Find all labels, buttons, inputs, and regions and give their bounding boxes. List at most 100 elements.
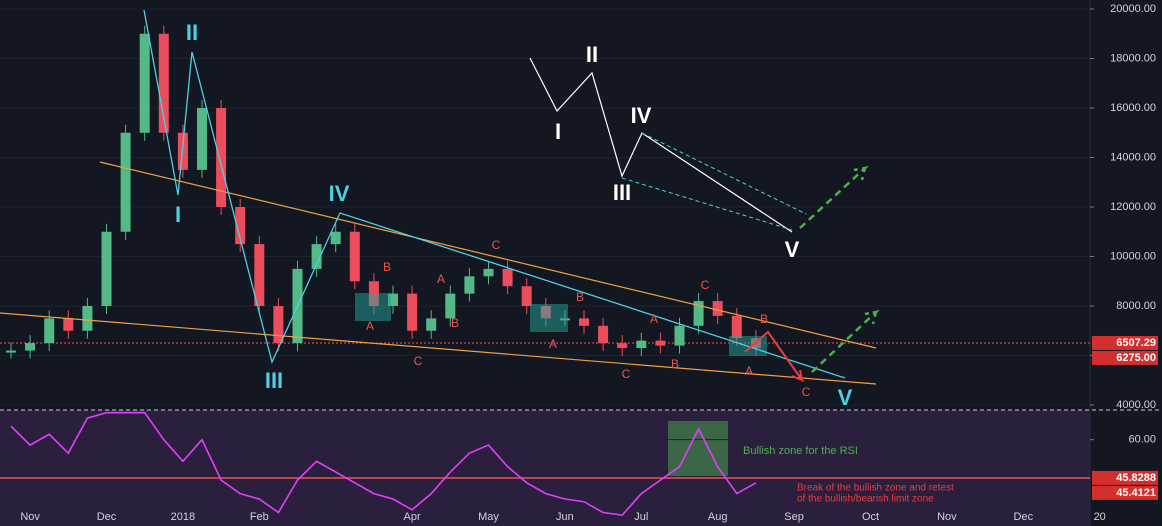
channel-line [641, 132, 807, 215]
candle [349, 231, 360, 282]
candle [636, 340, 647, 349]
candle [712, 301, 723, 316]
price-badge-label: 45.8288 [1116, 472, 1156, 484]
price-badge-label: 45.4121 [1116, 487, 1156, 499]
abc-label: A [366, 319, 374, 333]
candle [330, 231, 341, 245]
rsi-line [10, 411, 757, 517]
candle [25, 343, 36, 351]
candle [521, 286, 532, 306]
y-tick-label: 12000.00 [1110, 201, 1156, 213]
candle [63, 318, 74, 331]
candle [693, 301, 704, 326]
x-tick-label: Dec [1014, 511, 1034, 523]
candle [617, 343, 628, 349]
y-tick-label: 16000.00 [1110, 102, 1156, 114]
candle [101, 231, 112, 306]
x-tick-label: Feb [250, 511, 269, 523]
trendline [0, 312, 877, 385]
wave-sketch [529, 57, 793, 233]
price-badge [1092, 350, 1158, 365]
candle [311, 244, 322, 269]
candle [483, 268, 494, 277]
wave-label: III [265, 368, 283, 393]
candle [235, 207, 246, 245]
rsi-note: of the bullish/bearish limit zone [797, 494, 934, 505]
candle [254, 244, 265, 306]
candle [407, 293, 418, 331]
candle [674, 325, 685, 346]
rsi-panel [0, 410, 1090, 526]
abc-label: A [437, 272, 445, 286]
zone-box [530, 304, 568, 332]
candle [273, 306, 284, 344]
y-tick-label: 8000.00 [1116, 300, 1156, 312]
x-tick-label: Dec [97, 511, 117, 523]
candle [388, 293, 398, 306]
abc-label: C [414, 354, 423, 368]
y-tick-label: 10000.00 [1110, 250, 1156, 262]
wave-label: I [555, 119, 561, 144]
x-tick-label: 20 [1094, 511, 1106, 523]
abc-label: B [451, 316, 459, 330]
abc-label: A [745, 364, 753, 378]
price-layer [0, 8, 1090, 517]
abc-label: C [622, 367, 631, 381]
abc-label: B [576, 290, 584, 304]
candle [44, 318, 55, 344]
abc-label: B [760, 312, 768, 326]
candle [598, 325, 609, 344]
candle [731, 315, 742, 339]
y-tick-label: 4000.00 [1116, 399, 1156, 411]
x-tick-label: 2018 [171, 511, 195, 523]
candle [464, 276, 475, 294]
wave-label: I [175, 202, 181, 227]
abc-label: B [383, 260, 391, 274]
wave-label: V [838, 385, 853, 410]
candle [6, 350, 16, 353]
abc-label: A [549, 337, 557, 351]
channel-line [621, 177, 793, 231]
wave-label: V [785, 237, 800, 262]
y-tick-label: 18000.00 [1110, 52, 1156, 64]
candle [655, 340, 666, 346]
projection-arrow [744, 330, 805, 383]
x-tick-label: May [478, 511, 499, 523]
abc-label: C [701, 278, 710, 292]
wave-label: IV [329, 181, 350, 206]
price-badge-label: 6507.29 [1116, 337, 1156, 349]
x-tick-label: Jun [556, 511, 574, 523]
candle [579, 318, 589, 326]
abc-label: C [802, 385, 811, 399]
wave-label: III [613, 180, 631, 205]
x-tick-label: Sep [784, 511, 804, 523]
candle [120, 132, 131, 232]
candle [426, 318, 437, 331]
annotations: II I IV III V I II IV III V A B A B C C … [175, 20, 954, 505]
wave-label: IV [631, 103, 652, 128]
x-tick-label: Oct [862, 511, 879, 523]
rsi-note: Break of the bullish zone and retest [797, 483, 954, 494]
candle [502, 268, 513, 287]
abc-label: B [671, 357, 679, 371]
candle [82, 306, 93, 331]
x-tick-label: Jul [634, 511, 648, 523]
zone-box [355, 293, 391, 321]
trendline [99, 161, 877, 349]
y-tick-label: 60.00 [1128, 434, 1156, 446]
x-tick-label: Nov [937, 511, 957, 523]
price-badge-label: 6275.00 [1116, 352, 1156, 364]
x-tick-label: Aug [708, 511, 728, 523]
y-tick-label: 14000.00 [1110, 151, 1156, 163]
candle [445, 293, 456, 319]
candle [139, 33, 150, 133]
wave-label: II [186, 20, 198, 45]
price-badge [1092, 485, 1158, 500]
candle [158, 33, 169, 133]
abc-label: C [492, 238, 501, 252]
x-tick-label: Nov [20, 511, 40, 523]
candle [216, 108, 227, 207]
projection-arrow [799, 166, 870, 229]
